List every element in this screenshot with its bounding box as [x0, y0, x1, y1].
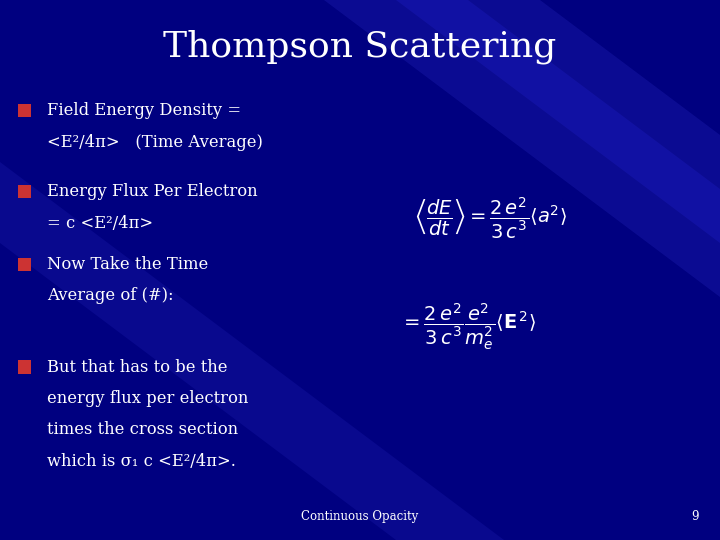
- FancyBboxPatch shape: [18, 104, 31, 117]
- Text: Thompson Scattering: Thompson Scattering: [163, 30, 557, 64]
- Text: Average of (#):: Average of (#):: [47, 287, 174, 305]
- Text: $= \dfrac{2\, e^2}{3\, c^3} \dfrac{e^2}{m_e^2} \langle\mathbf{E}^{\,2}\rangle$: $= \dfrac{2\, e^2}{3\, c^3} \dfrac{e^2}{…: [400, 301, 536, 352]
- Text: 9: 9: [691, 510, 698, 523]
- Text: which is σ₁ c <E²/4π>.: which is σ₁ c <E²/4π>.: [47, 453, 235, 470]
- FancyBboxPatch shape: [18, 361, 31, 374]
- Polygon shape: [396, 0, 720, 243]
- Text: Continuous Opacity: Continuous Opacity: [302, 510, 418, 523]
- Text: times the cross section: times the cross section: [47, 421, 238, 438]
- Polygon shape: [0, 162, 504, 540]
- Text: <E²/4π>   (Time Average): <E²/4π> (Time Average): [47, 133, 263, 151]
- Text: = c <E²/4π>: = c <E²/4π>: [47, 214, 153, 232]
- Polygon shape: [324, 0, 720, 297]
- FancyBboxPatch shape: [18, 185, 31, 198]
- Text: energy flux per electron: energy flux per electron: [47, 390, 248, 407]
- FancyBboxPatch shape: [18, 258, 31, 271]
- Text: But that has to be the: But that has to be the: [47, 359, 228, 376]
- Text: $\left\langle \dfrac{dE}{dt} \right\rangle = \dfrac{2\, e^2}{3\, c^3} \langle a^: $\left\langle \dfrac{dE}{dt} \right\rang…: [414, 196, 567, 241]
- Text: Energy Flux Per Electron: Energy Flux Per Electron: [47, 183, 258, 200]
- Text: Now Take the Time: Now Take the Time: [47, 256, 208, 273]
- Text: Field Energy Density =: Field Energy Density =: [47, 102, 241, 119]
